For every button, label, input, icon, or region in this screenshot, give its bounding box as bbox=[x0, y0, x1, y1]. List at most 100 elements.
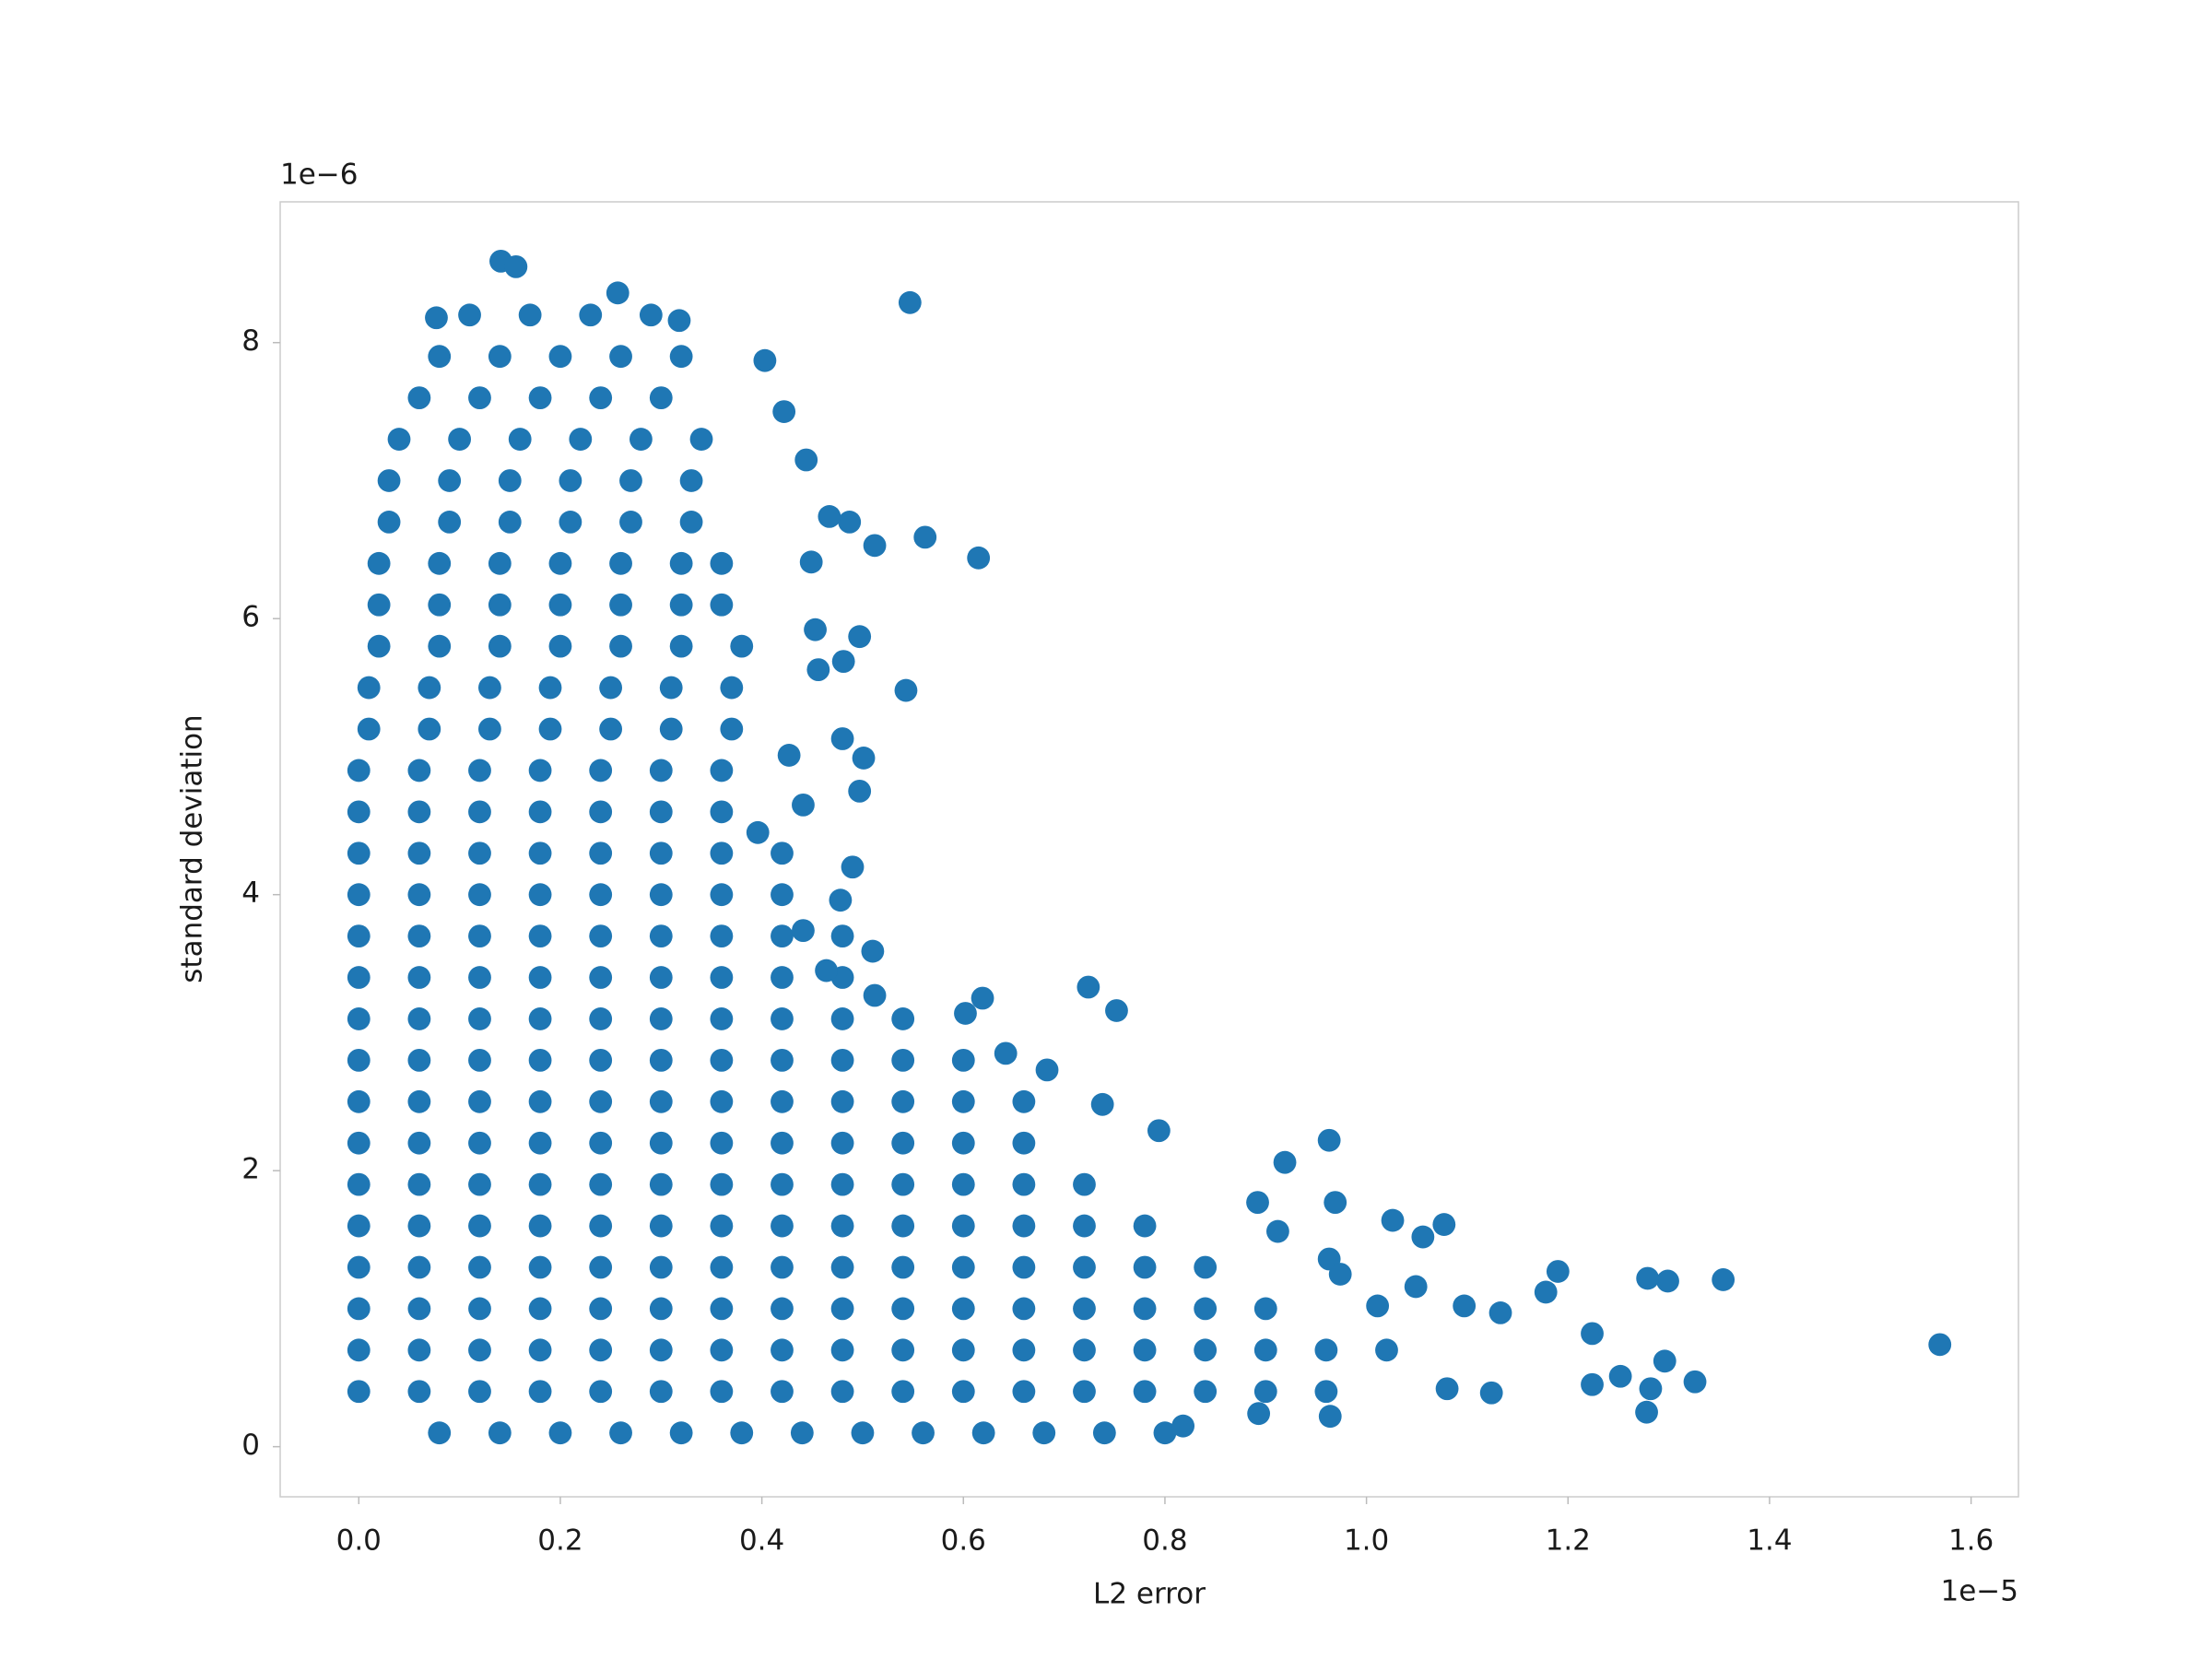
axes-frame bbox=[279, 201, 2019, 1498]
scatter-point bbox=[649, 1380, 673, 1404]
scatter-point bbox=[1488, 1300, 1512, 1324]
scatter-point bbox=[1253, 1297, 1277, 1321]
x-axis-label: L2 error bbox=[1093, 1578, 1206, 1611]
scatter-point bbox=[771, 1089, 794, 1113]
scatter-point bbox=[528, 1089, 552, 1113]
scatter-point bbox=[1194, 1297, 1218, 1321]
scatter-point bbox=[1479, 1381, 1503, 1405]
scatter-point bbox=[418, 717, 441, 741]
scatter-point bbox=[1404, 1275, 1428, 1299]
scatter-point bbox=[1105, 999, 1128, 1022]
scatter-point bbox=[589, 1338, 613, 1362]
scatter-point bbox=[347, 1380, 371, 1404]
scatter-point bbox=[589, 1007, 613, 1030]
scatter-point bbox=[528, 883, 552, 907]
scatter-point bbox=[799, 550, 823, 574]
scatter-point bbox=[609, 634, 632, 658]
scatter-point bbox=[367, 593, 391, 617]
scatter-point bbox=[589, 1297, 613, 1321]
scatter-point bbox=[639, 303, 663, 327]
scatter-point bbox=[528, 386, 552, 410]
scatter-point bbox=[347, 1048, 371, 1072]
scatter-point bbox=[504, 254, 528, 278]
scatter-point bbox=[589, 1380, 613, 1404]
scatter-point bbox=[347, 1214, 371, 1238]
scatter-point bbox=[771, 1007, 794, 1030]
scatter-point bbox=[830, 1380, 854, 1404]
scatter-point bbox=[407, 1172, 431, 1196]
scatter-point bbox=[669, 593, 693, 617]
scatter-point bbox=[1317, 1128, 1341, 1152]
scatter-point bbox=[792, 919, 815, 943]
scatter-point bbox=[488, 1421, 512, 1445]
scatter-point bbox=[407, 1007, 431, 1030]
scatter-point bbox=[861, 939, 885, 963]
scatter-point bbox=[1012, 1380, 1036, 1404]
scatter-point bbox=[438, 510, 462, 534]
scatter-point bbox=[1435, 1377, 1459, 1401]
scatter-point bbox=[629, 428, 653, 451]
x-tick-label: 0.2 bbox=[537, 1524, 582, 1558]
scatter-point bbox=[891, 1089, 915, 1113]
scatter-point bbox=[710, 966, 734, 989]
scatter-point bbox=[347, 883, 371, 907]
scatter-point bbox=[710, 1297, 734, 1321]
scatter-point bbox=[746, 820, 770, 844]
scatter-point bbox=[1534, 1280, 1558, 1304]
scatter-point bbox=[1073, 1297, 1096, 1321]
scatter-point bbox=[1012, 1214, 1036, 1238]
scatter-point bbox=[830, 1007, 854, 1030]
scatter-point bbox=[468, 924, 491, 948]
scatter-point bbox=[609, 551, 632, 575]
scatter-point bbox=[1073, 1172, 1096, 1196]
scatter-point bbox=[830, 1131, 854, 1155]
scatter-point bbox=[548, 593, 572, 617]
scatter-point bbox=[589, 1255, 613, 1279]
scatter-point bbox=[367, 634, 391, 658]
scatter-point bbox=[891, 1297, 915, 1321]
scatter-point bbox=[951, 1380, 975, 1404]
scatter-point bbox=[649, 1214, 673, 1238]
scatter-point bbox=[468, 1048, 491, 1072]
x-tick-label: 0.8 bbox=[1142, 1524, 1187, 1558]
scatter-point bbox=[1273, 1150, 1297, 1174]
scatter-point bbox=[710, 883, 734, 907]
scatter-point bbox=[649, 1255, 673, 1279]
scatter-point bbox=[488, 634, 512, 658]
scatter-point bbox=[569, 428, 593, 451]
plot-area bbox=[347, 249, 1952, 1445]
scatter-point bbox=[548, 551, 572, 575]
scatter-point bbox=[1012, 1255, 1036, 1279]
scatter-point bbox=[649, 1048, 673, 1072]
scatter-point bbox=[771, 1338, 794, 1362]
scatter-point bbox=[458, 303, 481, 327]
scatter-point bbox=[589, 924, 613, 948]
scatter-point bbox=[1133, 1255, 1157, 1279]
y-tick-label: 6 bbox=[241, 601, 260, 634]
scatter-point bbox=[1092, 1421, 1116, 1445]
scatter-point bbox=[830, 1048, 854, 1072]
scatter-point bbox=[679, 469, 703, 492]
scatter-point bbox=[407, 924, 431, 948]
scatter-point bbox=[794, 448, 818, 472]
scatter-point bbox=[1636, 1266, 1660, 1290]
scatter-point bbox=[1683, 1370, 1707, 1394]
scatter-point bbox=[1328, 1263, 1352, 1286]
scatter-point bbox=[951, 1255, 975, 1279]
scatter-point bbox=[407, 1214, 431, 1238]
scatter-point bbox=[951, 1089, 975, 1113]
y-tick-label: 8 bbox=[241, 324, 260, 358]
scatter-point bbox=[468, 1172, 491, 1196]
scatter-point bbox=[428, 593, 452, 617]
scatter-point bbox=[1035, 1058, 1059, 1082]
scatter-point bbox=[548, 1421, 572, 1445]
scatter-point bbox=[478, 717, 501, 741]
scatter-point bbox=[589, 800, 613, 824]
scatter-point bbox=[488, 345, 512, 369]
scatter-point bbox=[548, 634, 572, 658]
scatter-point bbox=[771, 966, 794, 989]
scatter-point bbox=[710, 1131, 734, 1155]
scatter-point bbox=[730, 634, 754, 658]
scatter-point bbox=[710, 1255, 734, 1279]
scatter-point bbox=[649, 883, 673, 907]
